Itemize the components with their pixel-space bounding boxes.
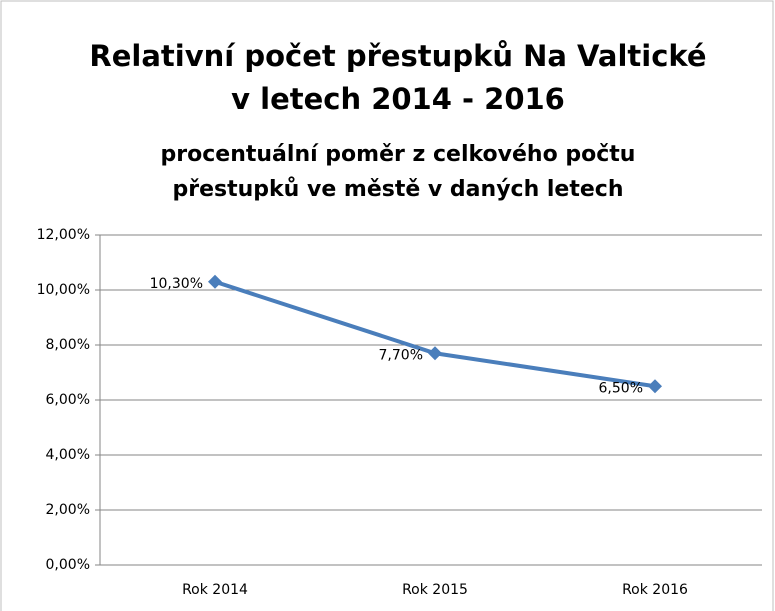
chart-subtitle: procentuální poměr z celkového počtu: [161, 142, 636, 167]
chart-title: v letech 2014 - 2016: [231, 82, 565, 116]
marker: [428, 346, 442, 361]
y-tick-label: 6,00%: [46, 392, 90, 408]
x-tick-label: Rok 2016: [622, 582, 688, 598]
chart-subtitle: přestupků ve městě v daných letech: [172, 177, 623, 202]
data-label: 10,30%: [150, 276, 203, 292]
x-tick-label: Rok 2014: [182, 582, 248, 598]
y-tick-label: 0,00%: [46, 557, 90, 573]
x-tick-label: Rok 2015: [402, 582, 468, 598]
data-label: 6,50%: [599, 380, 643, 396]
y-tick-label: 10,00%: [37, 282, 90, 298]
y-tick-label: 8,00%: [46, 337, 90, 353]
y-tick-label: 2,00%: [46, 502, 90, 518]
data-label: 7,70%: [379, 347, 423, 363]
marker: [208, 274, 222, 289]
y-tick-label: 4,00%: [46, 447, 90, 463]
marker: [648, 379, 662, 394]
y-tick-label: 12,00%: [37, 227, 90, 243]
chart-title: Relativní počet přestupků Na Valtické: [89, 39, 706, 73]
